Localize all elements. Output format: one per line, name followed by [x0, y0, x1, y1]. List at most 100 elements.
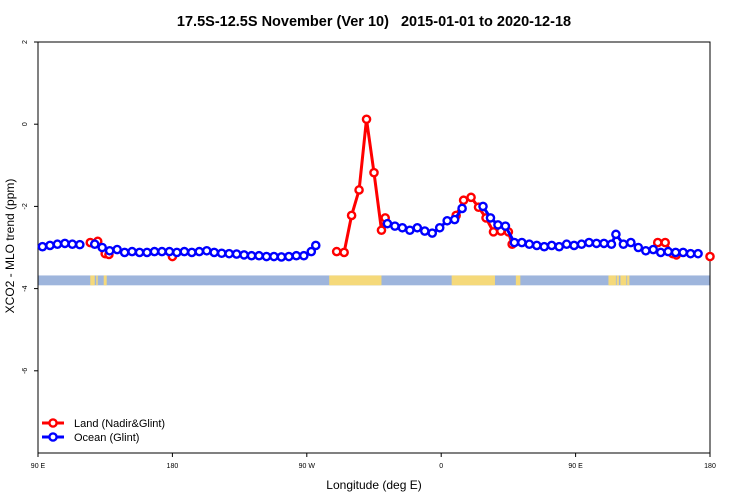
data-point [164, 246, 175, 257]
data-point [45, 240, 55, 251]
data-point [331, 246, 342, 257]
data-point [306, 246, 317, 257]
data-point [119, 247, 130, 258]
data-point [500, 221, 511, 231]
land-band-segment [515, 275, 521, 286]
data-point [554, 241, 564, 252]
data-point [655, 247, 666, 258]
data-point [539, 241, 550, 252]
data-point [606, 239, 617, 250]
surface-band [38, 275, 710, 286]
data-point [442, 215, 452, 226]
x-tick-label: 180 [704, 463, 716, 470]
data-point [618, 239, 629, 250]
data-point [705, 251, 715, 262]
data-point [663, 246, 673, 257]
land-band-segment [90, 275, 95, 286]
data-point [104, 245, 115, 256]
data-point [261, 251, 272, 262]
data-point [37, 241, 48, 252]
x-tick-label: 90 W [299, 463, 316, 470]
x-tick-label: 90 E [568, 463, 583, 470]
data-series [37, 114, 715, 262]
data-point [457, 203, 467, 214]
data-point [216, 248, 227, 259]
data-point [60, 238, 70, 249]
data-point [434, 222, 445, 233]
data-point [390, 221, 400, 231]
data-point [546, 240, 557, 251]
data-point [524, 239, 535, 250]
data-point [112, 244, 122, 255]
data-point [427, 228, 438, 238]
series-1 [37, 201, 703, 262]
data-point [246, 250, 257, 261]
data-point [693, 248, 703, 259]
data-point [652, 237, 663, 248]
legend-label: Land (Nadir&Glint) [74, 418, 165, 430]
data-point [670, 247, 681, 258]
data-point [517, 237, 527, 248]
data-point [179, 246, 190, 257]
data-point [157, 246, 167, 257]
data-point [611, 229, 621, 240]
data-point [382, 218, 393, 229]
data-point [75, 239, 85, 250]
x-axis-label: Longitude (deg E) [326, 478, 421, 492]
data-point [149, 246, 160, 257]
data-point [201, 245, 212, 256]
data-point [412, 222, 423, 233]
y-axis-label: XCO2 - MLO trend (ppm) [3, 179, 17, 314]
land-band-segment [627, 275, 630, 286]
data-point [269, 251, 279, 262]
legend-marker [48, 418, 58, 428]
y-tick-label: -2 [22, 203, 29, 209]
data-point [346, 210, 357, 221]
data-point [493, 220, 503, 230]
data-point [194, 246, 205, 257]
data-point [369, 167, 379, 178]
data-point [354, 185, 364, 195]
data-point [419, 226, 430, 236]
data-point [89, 239, 100, 250]
data-point [142, 247, 152, 258]
y-tick-label: 2 [22, 40, 29, 44]
data-point [276, 252, 287, 262]
data-point [449, 214, 460, 225]
data-point [599, 238, 609, 249]
data-point [224, 248, 234, 259]
land-band-segment [616, 275, 619, 286]
data-point [488, 227, 499, 237]
y-tick-label: -6 [22, 368, 29, 374]
data-point [187, 247, 197, 258]
data-point [209, 247, 220, 258]
data-point [284, 251, 294, 262]
land-band-segment [608, 275, 616, 286]
legend-label: Ocean (Glint) [74, 432, 139, 444]
legend: Land (Nadir&Glint) Ocean (Glint) [42, 418, 165, 444]
data-point [569, 240, 579, 251]
data-point [254, 250, 264, 261]
data-point [640, 245, 651, 256]
data-point [591, 238, 602, 249]
legend-marker [48, 432, 58, 442]
land-band-segment [96, 275, 98, 286]
land-band-segment [620, 275, 627, 286]
x-tick-label: 90 E [31, 463, 46, 470]
land-band-segment [103, 275, 107, 286]
data-point [648, 244, 659, 255]
data-point [509, 237, 520, 248]
data-point [685, 248, 696, 259]
x-tick-label: 0 [439, 463, 443, 470]
x-tick-label: 180 [167, 463, 179, 470]
data-point [310, 240, 321, 251]
data-point [660, 237, 671, 248]
data-point [678, 247, 688, 258]
data-point [299, 250, 309, 261]
data-point [405, 225, 415, 236]
data-point [466, 192, 476, 203]
data-point [67, 239, 78, 250]
chart-title: 17.5S-12.5S November (Ver 10) 2015-01-01… [177, 14, 571, 30]
data-point [172, 247, 182, 258]
